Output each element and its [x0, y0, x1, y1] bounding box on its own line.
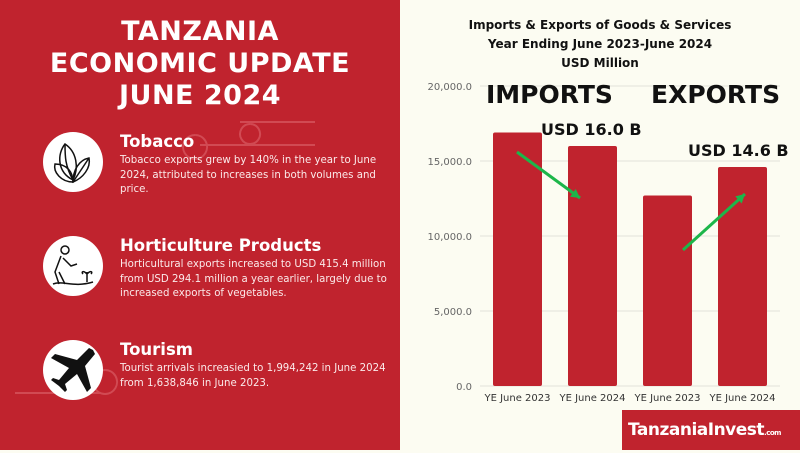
- chart-panel: Imports & Exports of Goods & Services Ye…: [400, 0, 800, 450]
- section-heading: Tourism: [120, 340, 193, 359]
- section-heading: Horticulture Products: [120, 236, 322, 255]
- exports-value-label: USD 14.6 B: [688, 141, 789, 160]
- y-tick-label: 15,000.0: [427, 157, 472, 168]
- bar: [493, 132, 542, 386]
- imports-label: IMPORTS: [486, 80, 613, 109]
- airplane-icon: [43, 340, 103, 400]
- tobacco-leaves-icon: [43, 132, 103, 192]
- title-line: TANZANIA: [121, 16, 279, 47]
- imports-value-label: USD 16.0 B: [541, 120, 642, 139]
- x-tick-label: YE June 2023: [633, 393, 700, 404]
- chart-subtitle-line: USD Million: [561, 56, 639, 70]
- imports-decrease-arrow: [516, 150, 581, 200]
- y-tick-label: 20,000.0: [427, 82, 472, 93]
- chart-title-line: Imports & Exports of Goods & Services: [468, 18, 732, 32]
- y-tick-label: 10,000.0: [427, 232, 472, 243]
- bar: [568, 146, 617, 386]
- bar-chart: 0.0 5,000.0 10,000.0 15,000.0 20,000.0 YE Jun…: [427, 82, 780, 404]
- imports-decrease-arrow-head: [570, 188, 580, 198]
- farmer-planting-icon: [43, 236, 103, 296]
- section-text: Horticultural exports increased to USD 4…: [120, 259, 387, 299]
- x-tick-label: YE June 2024: [708, 393, 775, 404]
- page-title: TANZANIA ECONOMIC UPDATE JUNE 2024: [0, 16, 400, 112]
- x-tick-label: YE June 2024: [558, 393, 625, 404]
- chart-title: Imports & Exports of Goods & Services Ye…: [400, 16, 800, 73]
- chart-subtitle-line: Year Ending June 2023-June 2024: [487, 37, 713, 51]
- y-tick-label: 5,000.0: [434, 307, 472, 318]
- title-line: JUNE 2024: [118, 80, 282, 111]
- section-heading: Tobacco: [120, 132, 195, 151]
- bar: [718, 167, 767, 386]
- section-text: Tobacco exports grew by 140% in the year…: [120, 155, 377, 195]
- title-line: ECONOMIC UPDATE: [49, 48, 351, 79]
- exports-label: EXPORTS: [651, 80, 781, 109]
- exports-increase-arrow: [681, 192, 747, 252]
- x-tick-label: YE June 2023: [483, 393, 550, 404]
- section-text: Tourist arrivals increasied to 1,994,242…: [120, 363, 386, 389]
- logo-suffix: .com: [764, 429, 781, 437]
- y-tick-label: 0.0: [456, 382, 472, 393]
- exports-increase-arrow-head: [735, 194, 745, 204]
- logo-text: TanzaniaInvest: [628, 420, 765, 440]
- tanzaniainvest-logo: TanzaniaInvest.com: [622, 410, 800, 450]
- bar: [643, 195, 692, 386]
- info-panel: TANZANIA ECONOMIC UPDATE JUNE 2024 Tobac…: [0, 0, 400, 450]
